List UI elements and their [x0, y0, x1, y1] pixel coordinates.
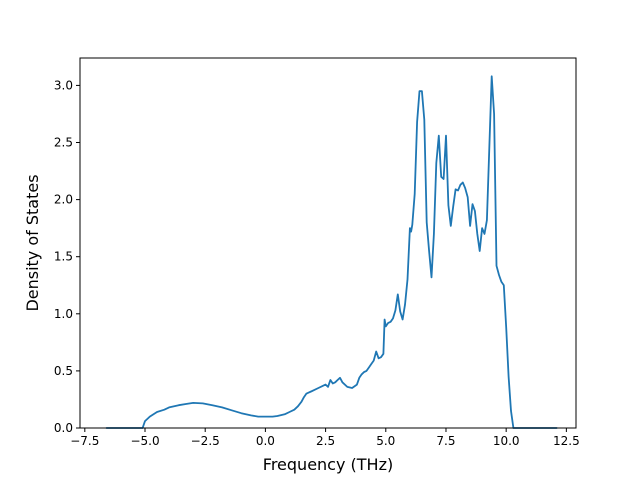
- x-tick-label: 0.0: [256, 434, 275, 448]
- x-tick-label: 7.5: [436, 434, 455, 448]
- y-tick-label: 0.0: [54, 421, 73, 435]
- x-tick-label: −2.5: [191, 434, 220, 448]
- x-tick-label: −5.0: [130, 434, 159, 448]
- x-axis-ticks: −7.5 −5.0 −2.5 0.0 2.5 5.0 7.5 10.0 12.5: [70, 428, 580, 448]
- y-tick-label: 0.5: [54, 364, 73, 378]
- y-tick-label: 3.0: [54, 78, 73, 92]
- x-tick-label: 2.5: [316, 434, 335, 448]
- y-axis-label: Density of States: [23, 174, 42, 311]
- x-tick-label: −7.5: [70, 434, 99, 448]
- dos-series-line: [105, 75, 558, 429]
- y-tick-label: 1.5: [54, 250, 73, 264]
- x-axis-label: Frequency (THz): [263, 455, 393, 474]
- x-tick-label: 12.5: [553, 434, 580, 448]
- axes-frame: [79, 57, 577, 429]
- plot-area: [105, 75, 558, 429]
- x-tick-label: 10.0: [493, 434, 520, 448]
- y-tick-label: 2.0: [54, 193, 73, 207]
- y-tick-label: 1.0: [54, 307, 73, 321]
- y-axis-ticks: 0.0 0.5 1.0 1.5 2.0 2.5 3.0: [54, 78, 80, 435]
- x-tick-label: 5.0: [376, 434, 395, 448]
- y-tick-label: 2.5: [54, 136, 73, 150]
